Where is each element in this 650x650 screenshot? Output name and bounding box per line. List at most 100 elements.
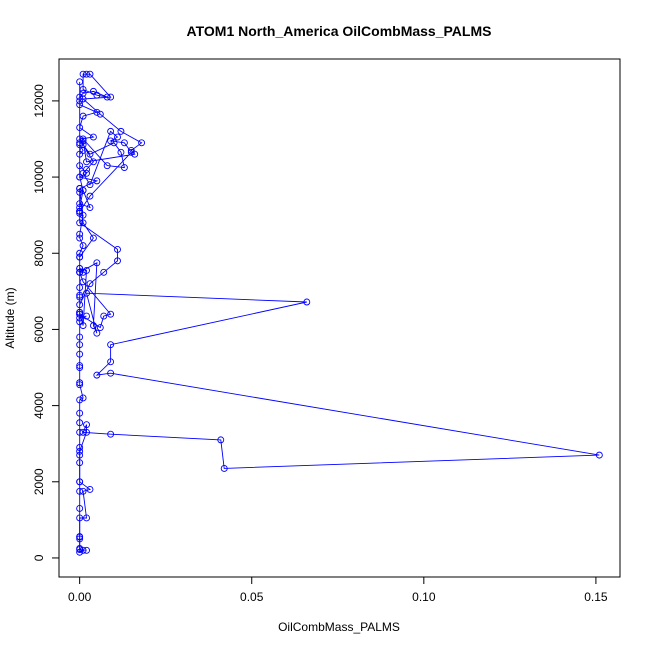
data-point bbox=[120, 139, 128, 147]
data-point bbox=[127, 146, 135, 154]
data-point bbox=[79, 394, 87, 402]
data-point bbox=[83, 266, 90, 274]
data-point bbox=[76, 293, 84, 301]
data-point bbox=[86, 150, 94, 158]
x-axis: 0.00 0.05 0.10 0.15 bbox=[68, 576, 608, 604]
data-point bbox=[79, 546, 87, 554]
data-point bbox=[117, 127, 125, 135]
data-point bbox=[107, 369, 115, 377]
data-point bbox=[595, 451, 603, 459]
y-tick-label: 10000 bbox=[32, 160, 46, 194]
series-1 bbox=[76, 70, 146, 554]
data-point bbox=[83, 421, 90, 429]
data-point bbox=[79, 242, 87, 250]
data-point bbox=[100, 268, 108, 276]
data-point bbox=[76, 419, 84, 427]
data-point bbox=[76, 308, 84, 316]
data-point bbox=[120, 164, 128, 172]
data-point bbox=[76, 268, 84, 276]
data-point bbox=[76, 341, 84, 349]
data-point bbox=[89, 87, 97, 95]
data-point bbox=[76, 362, 84, 370]
data-point bbox=[93, 108, 101, 116]
data-point bbox=[76, 162, 84, 170]
data-point bbox=[79, 137, 87, 145]
data-point bbox=[76, 409, 84, 417]
data-point bbox=[89, 158, 97, 166]
data-point bbox=[107, 93, 115, 101]
data-series bbox=[76, 70, 603, 556]
data-point bbox=[76, 234, 84, 242]
data-point bbox=[79, 141, 87, 149]
series-line bbox=[79, 262, 600, 553]
data-point bbox=[76, 333, 84, 341]
y-tick-label: 12000 bbox=[32, 84, 46, 118]
data-point bbox=[131, 150, 139, 158]
data-point bbox=[76, 188, 84, 196]
data-point bbox=[110, 139, 118, 147]
data-point bbox=[76, 548, 84, 556]
data-point bbox=[76, 544, 84, 552]
data-point bbox=[93, 91, 101, 99]
data-point bbox=[76, 253, 84, 261]
data-point bbox=[83, 158, 90, 166]
data-point bbox=[76, 487, 84, 495]
data-point bbox=[76, 364, 84, 371]
data-point bbox=[89, 322, 97, 330]
data-point bbox=[96, 110, 104, 118]
data-point bbox=[93, 259, 101, 267]
data-point bbox=[79, 322, 87, 330]
data-point bbox=[93, 177, 101, 185]
data-point bbox=[220, 464, 228, 472]
data-point bbox=[83, 169, 90, 177]
data-point bbox=[76, 478, 84, 486]
data-point bbox=[127, 148, 135, 156]
data-point bbox=[79, 86, 87, 93]
data-point bbox=[93, 329, 101, 337]
data-point bbox=[76, 135, 84, 143]
data-point bbox=[86, 485, 94, 493]
data-point bbox=[79, 70, 87, 78]
data-point bbox=[79, 95, 87, 103]
data-point bbox=[76, 381, 84, 389]
data-point bbox=[114, 245, 121, 253]
data-point bbox=[76, 219, 84, 227]
y-tick-label: 6000 bbox=[32, 316, 46, 343]
data-point bbox=[217, 436, 225, 444]
plot-frame bbox=[58, 58, 621, 578]
data-point bbox=[79, 186, 87, 194]
data-point bbox=[107, 137, 115, 145]
x-tick-label: 0.10 bbox=[412, 590, 436, 604]
data-point bbox=[76, 200, 84, 208]
data-point bbox=[83, 428, 90, 436]
data-point bbox=[76, 396, 84, 404]
data-point bbox=[76, 379, 84, 387]
data-point bbox=[76, 78, 84, 86]
data-point bbox=[107, 358, 115, 366]
x-tick-label: 0.15 bbox=[584, 590, 608, 604]
series-2 bbox=[76, 259, 603, 556]
data-point bbox=[76, 185, 84, 192]
data-point bbox=[83, 312, 90, 320]
data-point bbox=[79, 112, 87, 120]
data-point bbox=[107, 341, 115, 349]
data-point bbox=[76, 249, 84, 257]
data-point bbox=[89, 133, 97, 141]
series-line bbox=[78, 73, 143, 551]
data-point bbox=[96, 324, 104, 331]
data-point bbox=[114, 257, 121, 265]
data-point bbox=[76, 301, 84, 309]
y-tick-label: 4000 bbox=[32, 392, 46, 419]
data-point bbox=[89, 234, 97, 242]
data-point bbox=[86, 280, 94, 288]
data-point bbox=[76, 139, 84, 147]
data-point bbox=[76, 207, 84, 215]
y-axis-label: Altitude (m) bbox=[3, 287, 17, 348]
data-point bbox=[76, 93, 84, 101]
data-point bbox=[103, 162, 111, 170]
data-point bbox=[83, 514, 90, 522]
data-point bbox=[76, 284, 84, 291]
data-point bbox=[83, 70, 90, 78]
data-point bbox=[138, 139, 146, 147]
